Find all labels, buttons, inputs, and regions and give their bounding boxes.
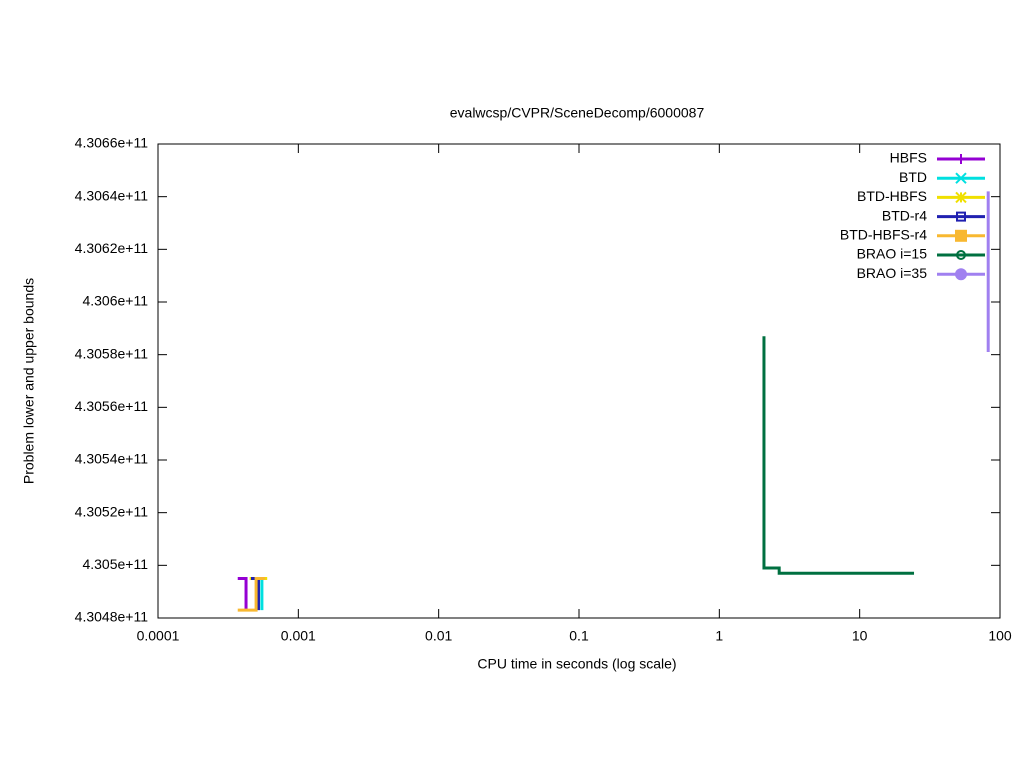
x-tick-label: 0.01: [425, 628, 452, 644]
y-tick-label: 4.3062e+11: [75, 240, 149, 256]
legend-label: BRAO i=15: [857, 246, 928, 262]
x-tick-label: 10: [852, 628, 868, 644]
y-tick-label: 4.306e+11: [82, 293, 148, 309]
legend-marker: [955, 191, 967, 204]
x-tick-label: 100: [988, 628, 1012, 644]
y-tick-label: 4.3058e+11: [75, 345, 149, 361]
y-tick-label: 4.3056e+11: [75, 398, 149, 414]
legend-marker: [956, 250, 966, 260]
series-line: [762, 336, 915, 575]
legend-label: BTD-HBFS: [857, 188, 927, 204]
chart-title: evalwcsp/CVPR/SceneDecomp/6000087: [450, 105, 705, 121]
x-tick-label: 1: [715, 628, 723, 644]
legend-marker: [955, 172, 967, 184]
x-tick-label: 0.0001: [137, 628, 180, 644]
y-tick-label: 4.3052e+11: [75, 503, 149, 519]
series-line: [237, 577, 266, 612]
legend-marker: [956, 211, 966, 222]
legend-label: BTD-r4: [882, 207, 927, 223]
legend-marker: [955, 229, 967, 242]
series-line: [237, 577, 248, 611]
x-tick-label: 0.1: [569, 628, 589, 644]
y-tick-label: 4.3064e+11: [75, 187, 149, 203]
y-tick-label: 4.3048e+11: [75, 609, 149, 625]
x-axis-label: CPU time in seconds (log scale): [477, 656, 676, 672]
plot-frame: [157, 143, 1001, 619]
y-tick-label: 4.3054e+11: [75, 451, 149, 467]
y-tick-label: 4.3066e+11: [75, 135, 149, 151]
legend-label: BRAO i=35: [857, 265, 928, 281]
y-tick-label: 4.305e+11: [82, 556, 148, 572]
legend-label: HBFS: [890, 150, 927, 166]
y-axis-label: Problem lower and upper bounds: [21, 278, 37, 484]
legend-label: BTD-HBFS-r4: [840, 227, 927, 243]
legend-marker: [955, 268, 967, 281]
legend-label: BTD: [899, 169, 927, 185]
x-tick-label: 0.001: [281, 628, 316, 644]
